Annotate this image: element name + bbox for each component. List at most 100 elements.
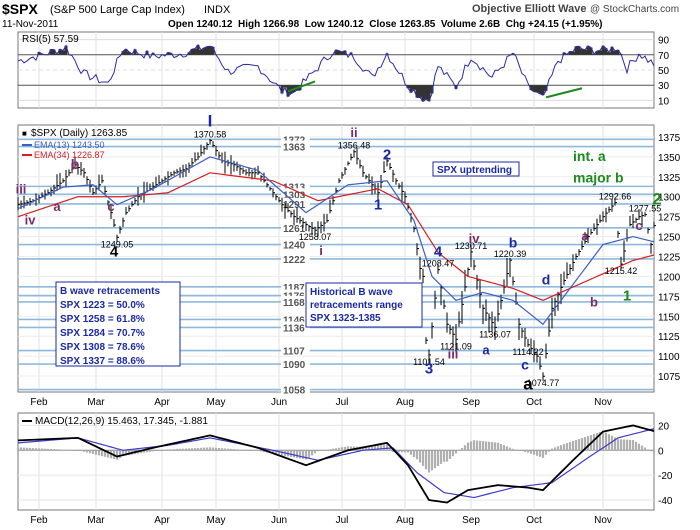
ema34-line (17, 172, 655, 301)
wave-label: I (208, 112, 213, 131)
rsi-tick-label: 90 (658, 36, 670, 47)
wave-label: a (482, 343, 490, 358)
fib-level-label-bg (281, 321, 310, 333)
fib-level-label-bg (281, 383, 310, 395)
b-retrace-title: B wave retracements (60, 286, 160, 297)
b-retrace-line: SPX 1223 = 50.0% (60, 300, 145, 311)
chart-exchange: INDX (204, 4, 231, 16)
fib-level-label-bg (281, 133, 310, 145)
month-label-bottom-feb: Feb (30, 515, 48, 526)
fib-level-label: 1187 (283, 283, 305, 294)
wave-label: 3 (425, 361, 433, 378)
fib-level-label: 1058 (283, 386, 306, 397)
hist-box-line: SPX 1323-1385 (310, 313, 381, 324)
fib-level-label-bg (281, 344, 310, 356)
month-label-bottom-aug: Aug (396, 515, 414, 526)
price-tick-label: 1300 (658, 193, 681, 204)
fib-level-label: 1303 (283, 190, 306, 201)
wave-label: a (523, 375, 533, 394)
hist-box-line: Historical B wave (310, 287, 393, 298)
price-tick-label: 1325 (658, 173, 681, 184)
wave-label: 1 (374, 196, 382, 213)
chart-ohlc: Open 1240.12 High 1266.98 Low 1240.12 Cl… (168, 19, 602, 30)
wave-label: b (590, 295, 598, 310)
price-tick-label: 1225 (658, 253, 681, 264)
wave-label: a (53, 199, 61, 214)
fib-level-label: 1136 (283, 323, 305, 334)
wave-label: d (542, 271, 551, 287)
wave-label: 4 (110, 244, 119, 261)
fib-level-label-bg (281, 188, 310, 200)
b-retrace-line: SPX 1284 = 70.7% (60, 328, 145, 339)
fib-level-label: 1363 (283, 143, 306, 154)
month-label-bottom-jul: Jul (336, 515, 349, 526)
b-retrace-line: SPX 1258 = 61.8% (60, 314, 145, 325)
month-label-sep: Sep (462, 397, 480, 408)
fib-level-label: 1291 (283, 200, 306, 211)
ema13-legend: EMA(13) 1243.50 (34, 140, 105, 150)
hist-box (305, 282, 423, 328)
chart-symbol-name: (S&P 500 Large Cap Index) (50, 4, 185, 16)
macd-signal-line (17, 428, 655, 499)
wave-label: iii (448, 347, 459, 362)
wave-label: b (71, 156, 80, 172)
price-tick-label: 1375 (658, 133, 681, 144)
wave-label: c (635, 218, 642, 233)
price-value-label: 1215.42 (605, 266, 638, 276)
rsi-tick-label: 50 (658, 66, 670, 77)
fib-level-label-bg (281, 238, 310, 250)
price-tick-label: 1150 (658, 312, 680, 323)
fib-level-label-bg (281, 289, 310, 301)
rsi-tick-label: 70 (658, 51, 670, 62)
uptrend-text: SPX uptrending (437, 165, 512, 176)
fib-level-label: 1146 (283, 315, 305, 326)
price-value-label: 1249.05 (101, 239, 134, 249)
price-legend-marker: ■ (22, 129, 27, 138)
rsi-tick-label: 10 (658, 96, 670, 107)
fib-level-label: 1222 (283, 255, 306, 266)
fib-level-label-bg (281, 295, 310, 307)
rsi-line (17, 44, 655, 103)
macd-tick-label: -20 (658, 471, 673, 482)
wave-label: i (319, 243, 323, 258)
wave-label: 2 (383, 146, 391, 163)
month-label-bottom-oct: Oct (526, 515, 542, 526)
wave-label: b (509, 235, 518, 251)
month-label-aug: Aug (396, 397, 414, 408)
month-label-may: May (207, 397, 226, 408)
wave-label: c (521, 357, 529, 373)
month-label-bottom-mar: Mar (87, 515, 105, 526)
fib-level-label: 1090 (283, 360, 306, 371)
wave-label: iv (469, 231, 481, 246)
wave-label: ii (350, 125, 357, 140)
price-value-label: 1277.55 (629, 204, 662, 214)
chart-copyright: @ StockCharts.com (590, 4, 679, 15)
macd-label: MACD(12,26,9) 15.463, 17.345, -1.881 (35, 416, 208, 427)
price-tick-label: 1075 (658, 372, 681, 383)
fib-level-label-bg (281, 252, 310, 264)
fib-level-label: 1261 (283, 224, 306, 235)
macd-tick-label: 20 (658, 421, 670, 432)
price-tick-label: 1350 (658, 153, 681, 164)
price-value-label: 1136.07 (479, 329, 511, 339)
fib-level-label: 1240 (283, 241, 306, 252)
price-value-label: 1258.07 (299, 232, 332, 242)
price-value-label: 1121.09 (440, 341, 472, 351)
macd-tick-label: -40 (658, 496, 673, 507)
month-label-bottom-sep: Sep (462, 515, 480, 526)
price-tick-label: 1250 (658, 233, 681, 244)
month-label-bottom-may: May (207, 515, 226, 526)
b-retrace-line: SPX 1308 = 78.6% (60, 342, 145, 353)
fib-level-label-bg (281, 140, 310, 152)
chart-brand: Objective Elliott Wave (472, 3, 587, 15)
month-label-mar: Mar (87, 397, 105, 408)
ema34-legend: EMA(34) 1226.87 (34, 150, 105, 160)
month-label-bottom-apr: Apr (154, 515, 170, 526)
fib-level-label: 1107 (283, 347, 305, 358)
wave-label: 1 (623, 287, 631, 304)
rsi-divergence-line (545, 87, 583, 99)
wave-label-green: major b (573, 169, 624, 185)
fib-level-label-bg (281, 280, 310, 292)
price-tick-label: 1175 (658, 292, 680, 303)
